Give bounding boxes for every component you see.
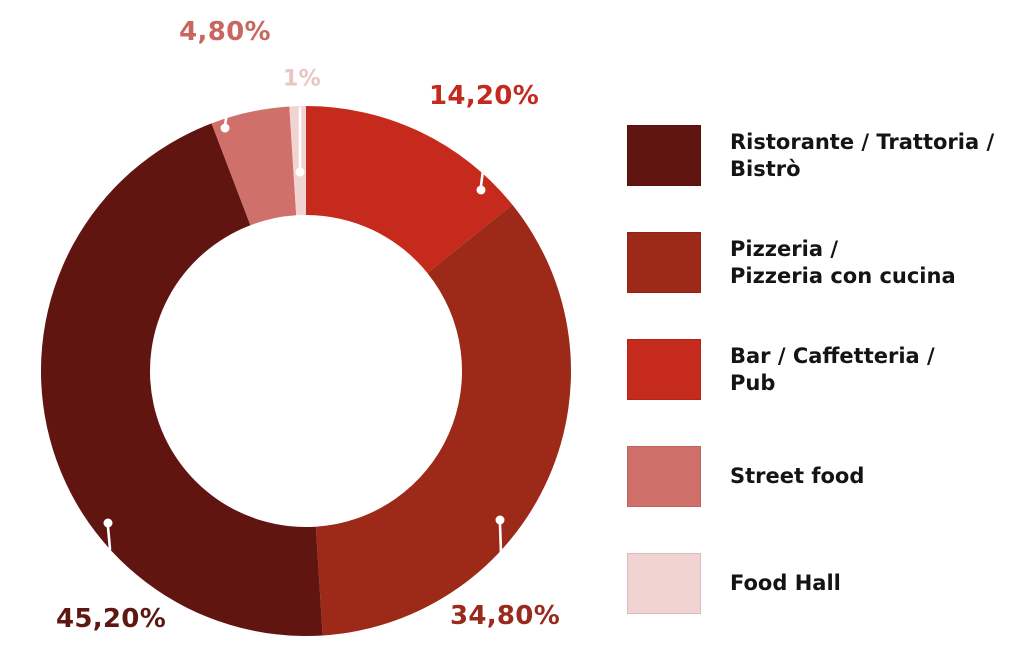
donut-slice-food-hall: [289, 106, 306, 216]
legend-swatch-food-hall: [627, 553, 701, 614]
legend-item-food-hall: Food Hall: [627, 553, 994, 614]
legend-item-bar: Bar / Caffetteria / Pub: [627, 339, 994, 400]
legend-swatch-pizzeria: [627, 232, 701, 293]
chart-legend: Ristorante / Trattoria / Bistrò Pizzeria…: [627, 125, 994, 655]
donut-slice-ristorante: [40, 123, 323, 637]
donut-slices: [40, 106, 572, 637]
pct-label-ristorante: 45,20%: [55, 604, 167, 634]
legend-label-pizzeria: Pizzeria / Pizzeria con cucina: [730, 236, 956, 290]
legend-item-street-food: Street food: [627, 446, 994, 507]
callout-pin-street-food: [220, 111, 230, 133]
legend-label-street-food: Street food: [730, 463, 864, 490]
legend-label-line: Pizzeria /: [730, 236, 838, 261]
legend-label-line: Street food: [730, 464, 865, 488]
legend-label-line: Pizzeria con cucina: [730, 263, 956, 288]
callout-pin-ristorante: [103, 518, 113, 551]
legend-label-ristorante: Ristorante / Trattoria / Bistrò: [730, 129, 994, 183]
pct-label-bar: 14,20%: [428, 81, 540, 111]
callout-pin-bar: [476, 168, 486, 195]
donut-slice-pizzeria: [315, 204, 572, 636]
legend-label-line: Bar / Caffetteria /: [730, 343, 935, 368]
pct-label-pizzeria: 34,80%: [449, 601, 561, 631]
callout-pins: [103, 106, 505, 555]
legend-item-ristorante: Ristorante / Trattoria / Bistrò: [627, 125, 994, 186]
pct-label-food-hall: 1%: [283, 66, 321, 92]
pct-label-street-food: 4,80%: [179, 17, 271, 47]
legend-label-bar: Bar / Caffetteria / Pub: [730, 343, 935, 397]
legend-label-line: Pub: [730, 370, 776, 395]
legend-label-line: Ristorante / Trattoria /: [730, 129, 995, 154]
legend-label-line: Food Hall: [730, 571, 841, 595]
donut-slice-bar: [306, 106, 513, 274]
legend-swatch-street-food: [627, 446, 701, 507]
donut-slice-street-food: [211, 106, 297, 226]
legend-swatch-bar: [627, 339, 701, 400]
donut-chart: [40, 106, 572, 637]
legend-swatch-ristorante: [627, 125, 701, 186]
callout-pin-food-hall: [295, 106, 305, 177]
legend-item-pizzeria: Pizzeria / Pizzeria con cucina: [627, 232, 994, 293]
callout-pin-pizzeria: [495, 515, 505, 555]
legend-label-food-hall: Food Hall: [730, 570, 841, 597]
legend-label-line: Bistrò: [730, 156, 801, 181]
